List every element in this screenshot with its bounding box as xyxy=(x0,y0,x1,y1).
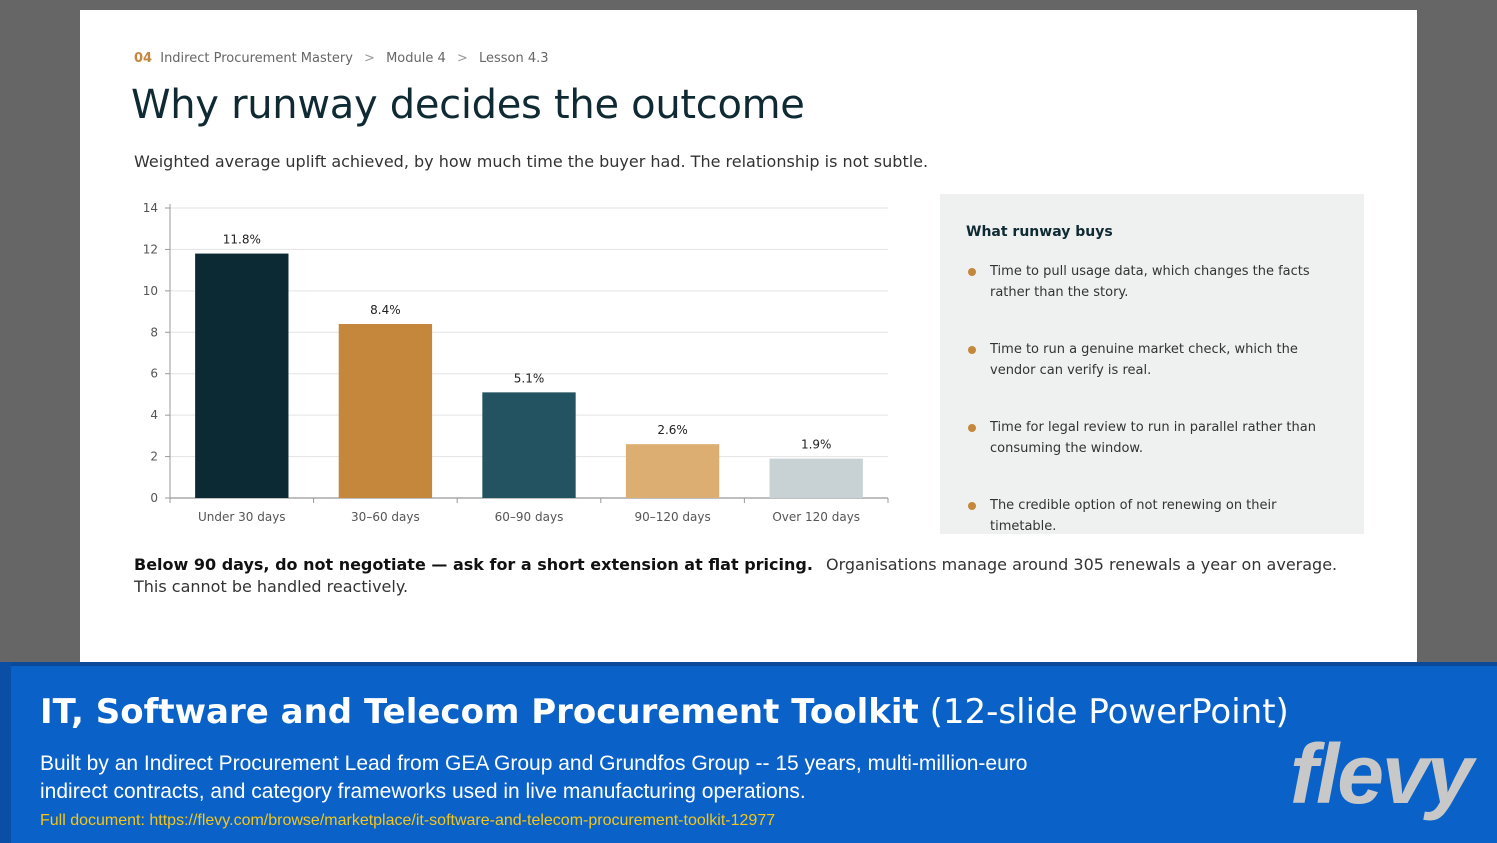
bar xyxy=(195,253,289,498)
breadcrumb: 04 Indirect Procurement Mastery > Module… xyxy=(134,51,549,66)
y-tick-label: 14 xyxy=(143,201,158,215)
panel-title: What runway buys xyxy=(966,224,1113,240)
footnote-text: Organisations manage around 305 renewals… xyxy=(134,555,1338,596)
banner-description: Built by an Indirect Procurement Lead fr… xyxy=(40,752,1028,803)
y-tick-label: 6 xyxy=(150,367,158,381)
data-label: 2.6% xyxy=(657,423,688,437)
panel-bullet-text: Time to run a genuine market check, whic… xyxy=(990,342,1298,378)
footnote: Below 90 days, do not negotiate — ask fo… xyxy=(134,554,1374,598)
runway-panel: What runway buys Time to pull usage data… xyxy=(940,194,1364,534)
promo-banner: IT, Software and Telecom Procurement Too… xyxy=(0,662,1497,843)
x-tick-label: 90–120 days xyxy=(634,510,710,524)
footnote-emphasis: Below 90 days, do not negotiate — ask fo… xyxy=(134,555,813,574)
breadcrumb-number: 04 xyxy=(134,51,153,66)
slide-subtitle: Weighted average uplift achieved, by how… xyxy=(134,152,929,171)
bar-chart: 0 2 4 6 8 10 12 14 11.8% Under 30 days 8.4% 30–60 d… xyxy=(143,201,889,524)
slide: 04 Indirect Procurement Mastery > Module… xyxy=(80,10,1417,662)
y-tick-label: 10 xyxy=(143,284,158,298)
x-tick-label: Over 120 days xyxy=(772,510,860,524)
panel-bullet: Time to pull usage data, which changes t… xyxy=(966,261,1336,303)
bullet-dot-icon xyxy=(968,502,976,510)
x-tick-label: Under 30 days xyxy=(198,510,286,524)
data-label: 11.8% xyxy=(223,233,261,247)
panel-bullet: The credible option of not renewing on t… xyxy=(966,495,1336,537)
panel-bullet-text: Time for legal review to run in parallel… xyxy=(990,420,1316,456)
bar xyxy=(769,458,863,498)
panel-bullet-text: Time to pull usage data, which changes t… xyxy=(990,264,1310,300)
y-tick-label: 2 xyxy=(150,450,158,464)
x-tick-label: 60–90 days xyxy=(495,510,564,524)
y-tick-label: 0 xyxy=(150,491,158,505)
bar xyxy=(338,324,433,498)
breadcrumb-item-module[interactable]: Module 4 xyxy=(386,51,446,66)
breadcrumb-item-lesson[interactable]: Lesson 4.3 xyxy=(478,51,549,66)
y-tick-label: 4 xyxy=(150,408,158,422)
bullet-dot-icon xyxy=(968,346,976,354)
breadcrumb-separator: > xyxy=(456,51,468,66)
data-label: 1.9% xyxy=(801,438,832,452)
slide-title: Why runway decides the outcome xyxy=(131,82,805,128)
banner-title-suffix: (12-slide PowerPoint) xyxy=(929,692,1289,732)
y-tick-label: 8 xyxy=(150,325,158,339)
panel-bullet-text: The credible option of not renewing on t… xyxy=(990,498,1277,534)
banner-link[interactable]: Full document: https://flevy.com/browse/… xyxy=(40,812,776,829)
bar xyxy=(482,392,576,498)
panel-bullet: Time for legal review to run in parallel… xyxy=(966,417,1336,459)
bar xyxy=(625,444,720,498)
banner-title: IT, Software and Telecom Procurement Too… xyxy=(40,692,1289,732)
breadcrumb-separator: > xyxy=(364,51,375,66)
data-label: 8.4% xyxy=(370,303,401,317)
bullet-dot-icon xyxy=(968,424,976,432)
breadcrumb-item-course[interactable]: Indirect Procurement Mastery xyxy=(160,51,353,66)
y-tick-label: 12 xyxy=(143,242,158,256)
panel-bullet: Time to run a genuine market check, whic… xyxy=(966,339,1336,381)
banner-edge xyxy=(0,662,11,843)
data-label: 5.1% xyxy=(514,371,545,385)
bullet-dot-icon xyxy=(968,268,976,276)
banner-title-bold: IT, Software and Telecom Procurement Too… xyxy=(40,692,919,732)
x-tick-label: 30–60 days xyxy=(351,510,420,524)
flevy-logo-text: flevy xyxy=(1290,727,1473,821)
flevy-logo[interactable]: flevy xyxy=(1290,732,1473,816)
